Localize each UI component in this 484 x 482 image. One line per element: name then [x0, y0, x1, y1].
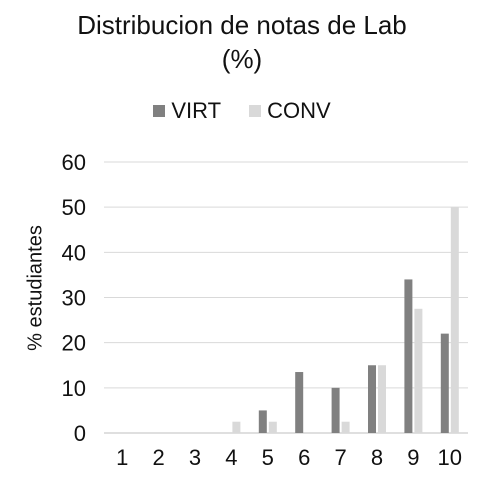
- legend-label-virt: VIRT: [171, 98, 222, 123]
- x-tick-label: 7: [334, 445, 346, 470]
- x-tick-label: 10: [438, 445, 462, 470]
- legend-swatch-conv: [249, 105, 262, 117]
- x-tick-label: 6: [298, 445, 310, 470]
- bar-conv: [268, 421, 277, 433]
- y-tick-label: 60: [62, 150, 86, 175]
- bar-conv: [232, 421, 241, 433]
- bar-virt: [440, 333, 449, 433]
- x-tick-label: 8: [371, 445, 383, 470]
- y-tick-label: 10: [62, 376, 86, 401]
- legend-label-conv: CONV: [267, 98, 331, 123]
- bar-conv: [341, 421, 350, 433]
- y-tick-label: 30: [62, 286, 86, 311]
- bar-conv: [414, 308, 423, 433]
- bar-virt: [295, 372, 304, 433]
- y-tick-label: 50: [62, 195, 86, 220]
- legend-swatch-virt: [153, 105, 166, 117]
- bar-conv: [450, 207, 459, 433]
- x-tick-label: 9: [407, 445, 419, 470]
- legend-item-virt: VIRT: [153, 98, 221, 124]
- chart-title: Distribucion de notas de Lab (%): [0, 8, 484, 76]
- bar-virt: [331, 387, 340, 433]
- x-tick-label: 5: [262, 445, 274, 470]
- y-tick-label: 20: [62, 331, 86, 356]
- bar-virt: [368, 365, 376, 433]
- x-tick-label: 1: [116, 445, 128, 470]
- y-tick-label: 40: [62, 240, 86, 265]
- bar-virt: [404, 279, 413, 433]
- bar-conv: [378, 365, 386, 433]
- x-tick-label: 2: [152, 445, 164, 470]
- x-tick-label: 3: [189, 445, 201, 470]
- legend-item-conv: CONV: [249, 98, 331, 124]
- chart-subtitle: (%): [221, 44, 263, 74]
- bar-virt: [258, 410, 267, 433]
- chart-title-text: Distribucion de notas de Lab: [77, 10, 407, 40]
- y-tick-label: 0: [74, 421, 86, 446]
- x-tick-label: 4: [225, 445, 237, 470]
- legend: VIRT CONV: [0, 98, 484, 124]
